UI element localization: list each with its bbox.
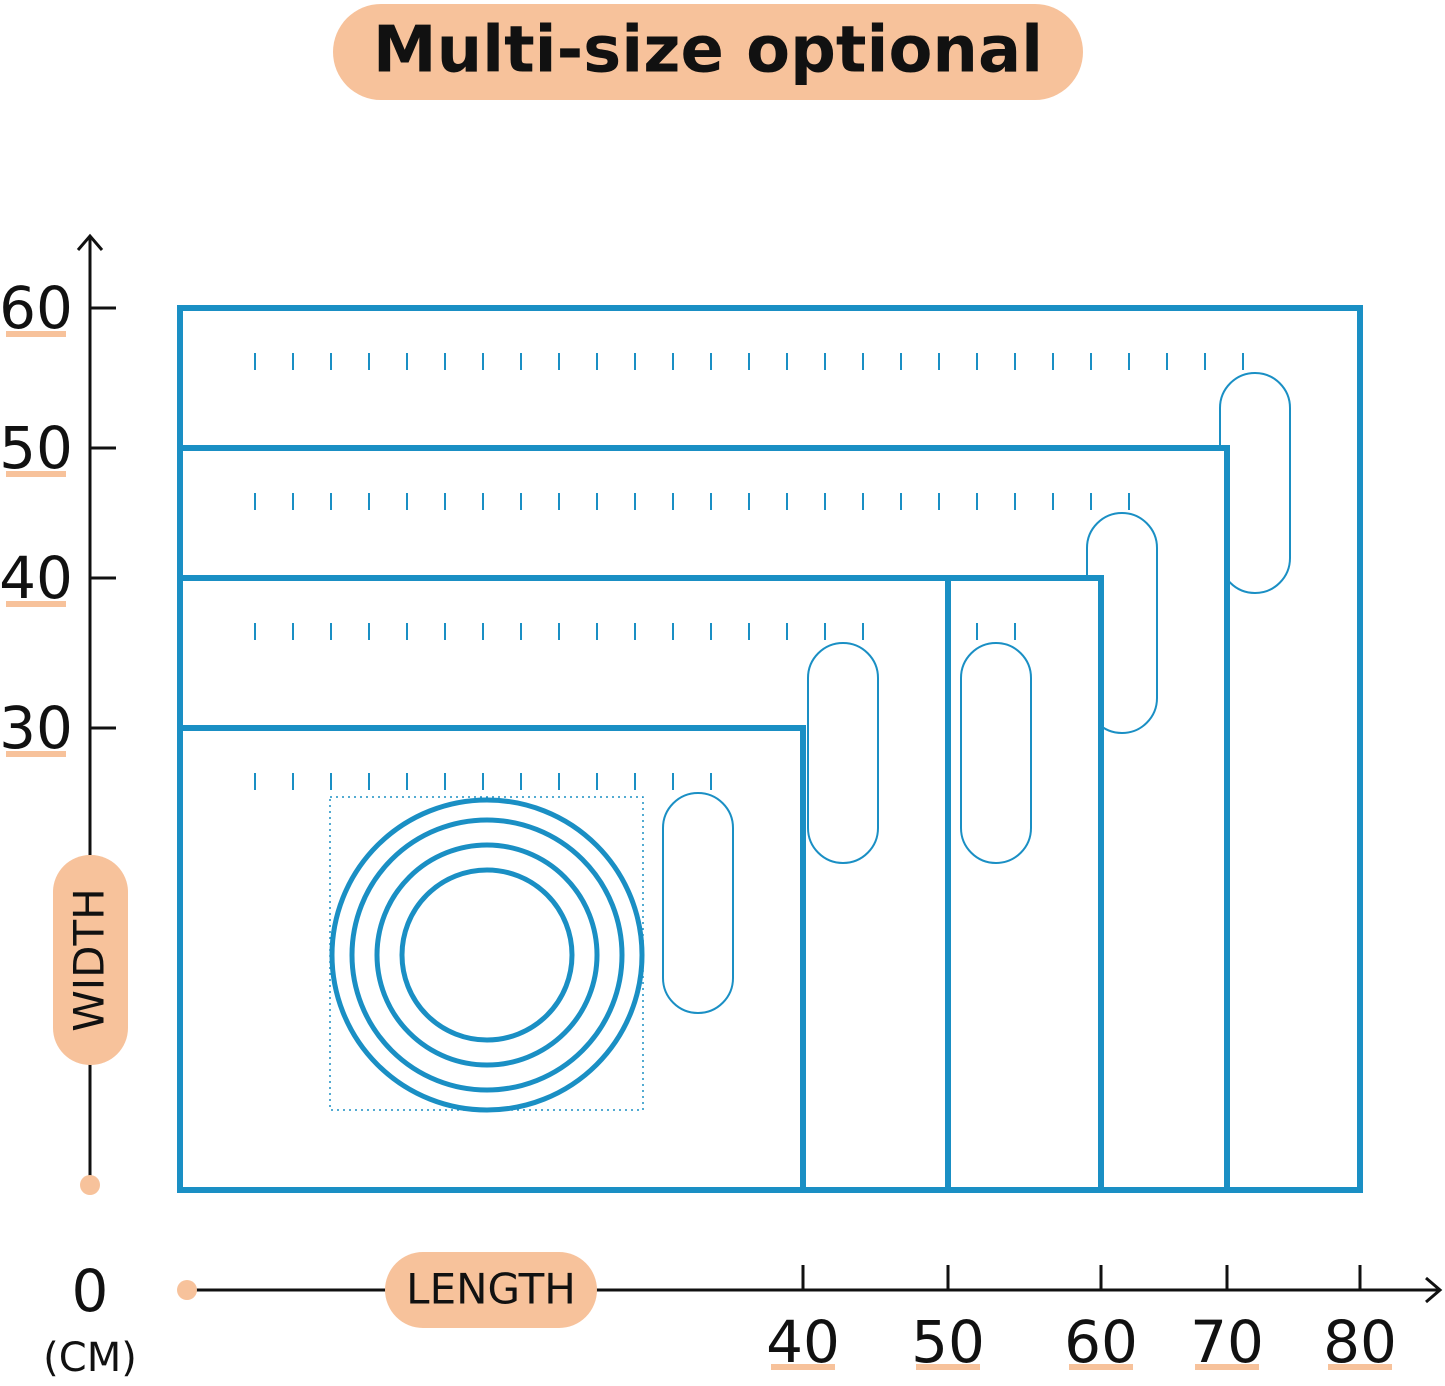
unit-label: (CM) bbox=[43, 1335, 137, 1381]
y-tick-label: 30 bbox=[0, 694, 73, 762]
thermometer bbox=[807, 642, 879, 864]
x-tick-label: 60 bbox=[1064, 1308, 1138, 1376]
y-tick-label: 40 bbox=[0, 544, 73, 612]
x-tick-label: 40 bbox=[766, 1308, 840, 1376]
thermometer bbox=[662, 792, 734, 1014]
y-tick-label: 60 bbox=[0, 274, 73, 342]
x-tick-label: 50 bbox=[911, 1308, 985, 1376]
x-origin-dot bbox=[177, 1280, 197, 1300]
x-tick-label: 70 bbox=[1190, 1308, 1264, 1376]
mat bbox=[177, 725, 806, 1193]
title: Multi-size optional bbox=[373, 14, 1043, 88]
x-label-pill bbox=[385, 1252, 597, 1328]
x-arrow bbox=[1425, 1276, 1443, 1304]
y-origin-dot bbox=[80, 1175, 100, 1195]
title-pill bbox=[333, 4, 1083, 100]
mat-outline bbox=[177, 725, 806, 1193]
y-tick-label: 50 bbox=[0, 414, 73, 482]
y-label: WIDTH bbox=[65, 888, 114, 1032]
y-arrow bbox=[76, 233, 104, 251]
thermometer bbox=[960, 642, 1032, 864]
mat-circle bbox=[349, 817, 625, 1093]
y-label-pill bbox=[53, 855, 128, 1065]
origin-label: 0 bbox=[72, 1257, 109, 1325]
mat-circle bbox=[374, 842, 600, 1068]
x-tick-label: 80 bbox=[1323, 1308, 1397, 1376]
mats bbox=[177, 305, 1363, 1193]
mat-circle bbox=[399, 867, 575, 1043]
x-label: LENGTH bbox=[406, 1265, 576, 1314]
mat-dotted-frame bbox=[329, 796, 644, 1111]
